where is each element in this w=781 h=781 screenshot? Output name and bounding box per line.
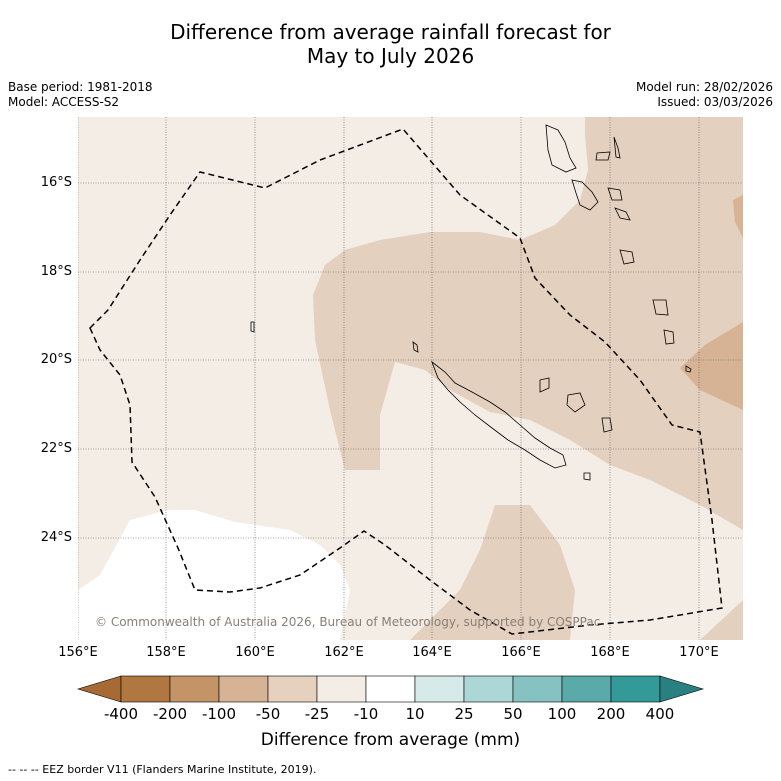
- copyright-notice: © Commonwealth of Australia 2026, Bureau…: [95, 615, 601, 629]
- isle-of-pines-coast: [583, 472, 591, 481]
- colorbar-tick-11: 200: [596, 705, 626, 723]
- dry-region-main: [313, 117, 743, 530]
- colorbar-swatch-2: [169, 675, 220, 703]
- lon-label-166e: 166°E: [501, 645, 541, 660]
- colorbar-tick-7: 10: [405, 705, 425, 723]
- colorbar-tick-6: -10: [353, 705, 379, 723]
- lat-label-18s: 18°S: [40, 264, 72, 279]
- eez-legend-footer: -- -- -- EEZ border V11 (Flanders Marine…: [8, 763, 317, 776]
- colorbar-extend-low: [76, 675, 122, 703]
- lon-label-164e: 164°E: [412, 645, 452, 660]
- small-islet-coast: [250, 321, 255, 333]
- colorbar-extend-high: [659, 675, 705, 703]
- colorbar-swatch-8: [463, 675, 514, 703]
- base-period: Base period: 1981-2018: [8, 80, 153, 94]
- colorbar-tick-10: 100: [547, 705, 577, 723]
- colorbar-swatch-7: [414, 675, 465, 703]
- darker-patch-east: [680, 322, 743, 410]
- colorbar-swatch-11: [610, 675, 661, 703]
- run-info: Model run: 28/02/2026 Issued: 03/03/2026: [636, 80, 773, 110]
- colorbar-tick-9: 50: [503, 705, 523, 723]
- neutral-region-southwest: [78, 510, 350, 640]
- new-caledonia-coast: [431, 360, 567, 469]
- colorbar-tick-1: -400: [103, 705, 139, 723]
- lon-label-160e: 160°E: [235, 645, 275, 660]
- lon-label-156e: 156°E: [58, 645, 98, 660]
- colorbar-tick-5: -25: [304, 705, 330, 723]
- colorbar-swatch-6: [365, 675, 416, 703]
- colorbar-tick-8: 25: [454, 705, 474, 723]
- colorbar-swatch-9: [512, 675, 563, 703]
- lat-label-24s: 24°S: [40, 530, 72, 545]
- eez-border: [89, 128, 723, 635]
- lat-label-16s: 16°S: [40, 175, 72, 190]
- base-info: Base period: 1981-2018 Model: ACCESS-S2: [8, 80, 153, 110]
- colorbar-tick-2: -200: [152, 705, 188, 723]
- map-title: Difference from average rainfall forecas…: [0, 20, 781, 68]
- dry-region-south: [410, 505, 575, 640]
- colorbar-tick-4: -50: [255, 705, 281, 723]
- map-area: [78, 117, 743, 640]
- model-run: Model run: 28/02/2026: [635, 80, 773, 94]
- lon-label-168e: 168°E: [590, 645, 630, 660]
- belep-islet-coast: [412, 341, 419, 353]
- title-line-2: May to July 2026: [306, 44, 475, 68]
- colorbar-swatch-3: [218, 675, 269, 703]
- lat-label-22s: 22°S: [40, 441, 72, 456]
- lon-label-158e: 158°E: [146, 645, 186, 660]
- lon-label-170e: 170°E: [679, 645, 719, 660]
- colorbar-title: Difference from average (mm): [260, 730, 521, 750]
- title-line-1: Difference from average rainfall forecas…: [170, 20, 611, 44]
- colorbar-swatch-10: [561, 675, 612, 703]
- colorbar-swatch-4: [267, 675, 318, 703]
- lat-label-20s: 20°S: [40, 352, 72, 367]
- issued-date: Issued: 03/03/2026: [657, 95, 773, 109]
- colorbar-swatch-1: [120, 675, 171, 703]
- vanuatu-islands-coast: [571, 136, 692, 373]
- colorbar-tick-12: 400: [645, 705, 675, 723]
- coastlines: [250, 124, 692, 481]
- colorbar-tick-3: -100: [201, 705, 237, 723]
- colorbar-swatch-5: [316, 675, 367, 703]
- model-name: Model: ACCESS-S2: [8, 95, 120, 109]
- colorbar: [76, 675, 705, 703]
- dry-region-southeast: [700, 600, 743, 640]
- darker-patch-northeast: [733, 195, 743, 238]
- lon-label-162e: 162°E: [324, 645, 364, 660]
- gridlines: [78, 117, 743, 640]
- loyalty-islands-coast: [539, 377, 613, 433]
- vanuatu-espiritu-santo-coast: [545, 124, 577, 173]
